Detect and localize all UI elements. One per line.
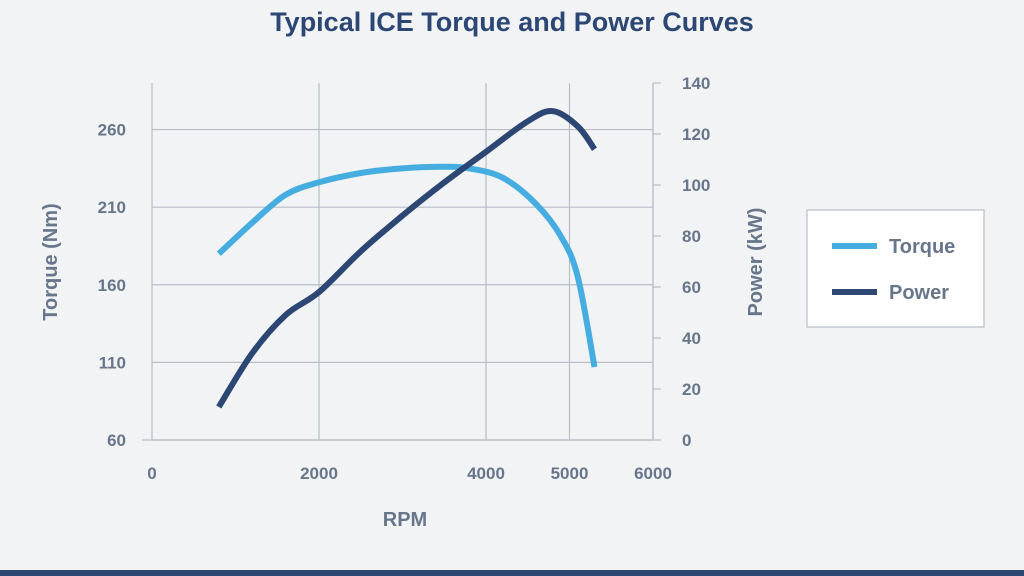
right-y-axis-label: Power (kW): [745, 208, 767, 317]
right-y-tick-labels: 0 20 40 60 80 100 120 140: [682, 74, 710, 450]
series-line-power: [216, 108, 597, 409]
right-y-tick-label: 0: [682, 431, 691, 450]
right-y-tick-label: 120: [682, 125, 710, 144]
left-y-tick-label: 110: [99, 353, 126, 372]
legend-label-torque: Torque: [889, 236, 955, 258]
series-line-torque: [216, 163, 598, 368]
legend: Torque Power: [806, 209, 985, 328]
right-y-tick-label: 60: [682, 278, 701, 297]
left-y-tick-label: 160: [98, 276, 126, 295]
right-y-tick-label: 100: [682, 176, 710, 195]
right-y-tick-label: 140: [682, 74, 710, 93]
series-lines: [216, 108, 598, 409]
left-y-axis-label: Torque (Nm): [40, 203, 62, 320]
left-y-tick-label: 60: [107, 431, 126, 450]
left-y-tick-label: 260: [98, 121, 126, 140]
right-y-tick-label: 80: [682, 227, 701, 246]
x-tick-labels: 0 2000 4000 5000 6000: [147, 464, 672, 483]
x-axis-label: RPM: [383, 509, 427, 531]
chart-title: Typical ICE Torque and Power Curves: [270, 7, 754, 37]
right-y-tick-label: 20: [682, 380, 701, 399]
left-y-tick-labels: 60 110 160 210 260: [98, 121, 126, 450]
legend-box: [806, 209, 985, 328]
right-y-tick-label: 40: [682, 329, 701, 348]
x-tick-label: 5000: [551, 464, 589, 483]
bottom-bar: [0, 570, 1024, 576]
x-tick-label: 2000: [300, 464, 338, 483]
grid: [142, 82, 661, 441]
x-tick-label: 0: [147, 464, 156, 483]
left-y-tick-label: 210: [98, 198, 126, 217]
x-tick-label: 6000: [634, 464, 672, 483]
x-tick-label: 4000: [467, 464, 505, 483]
legend-label-power: Power: [889, 282, 949, 304]
